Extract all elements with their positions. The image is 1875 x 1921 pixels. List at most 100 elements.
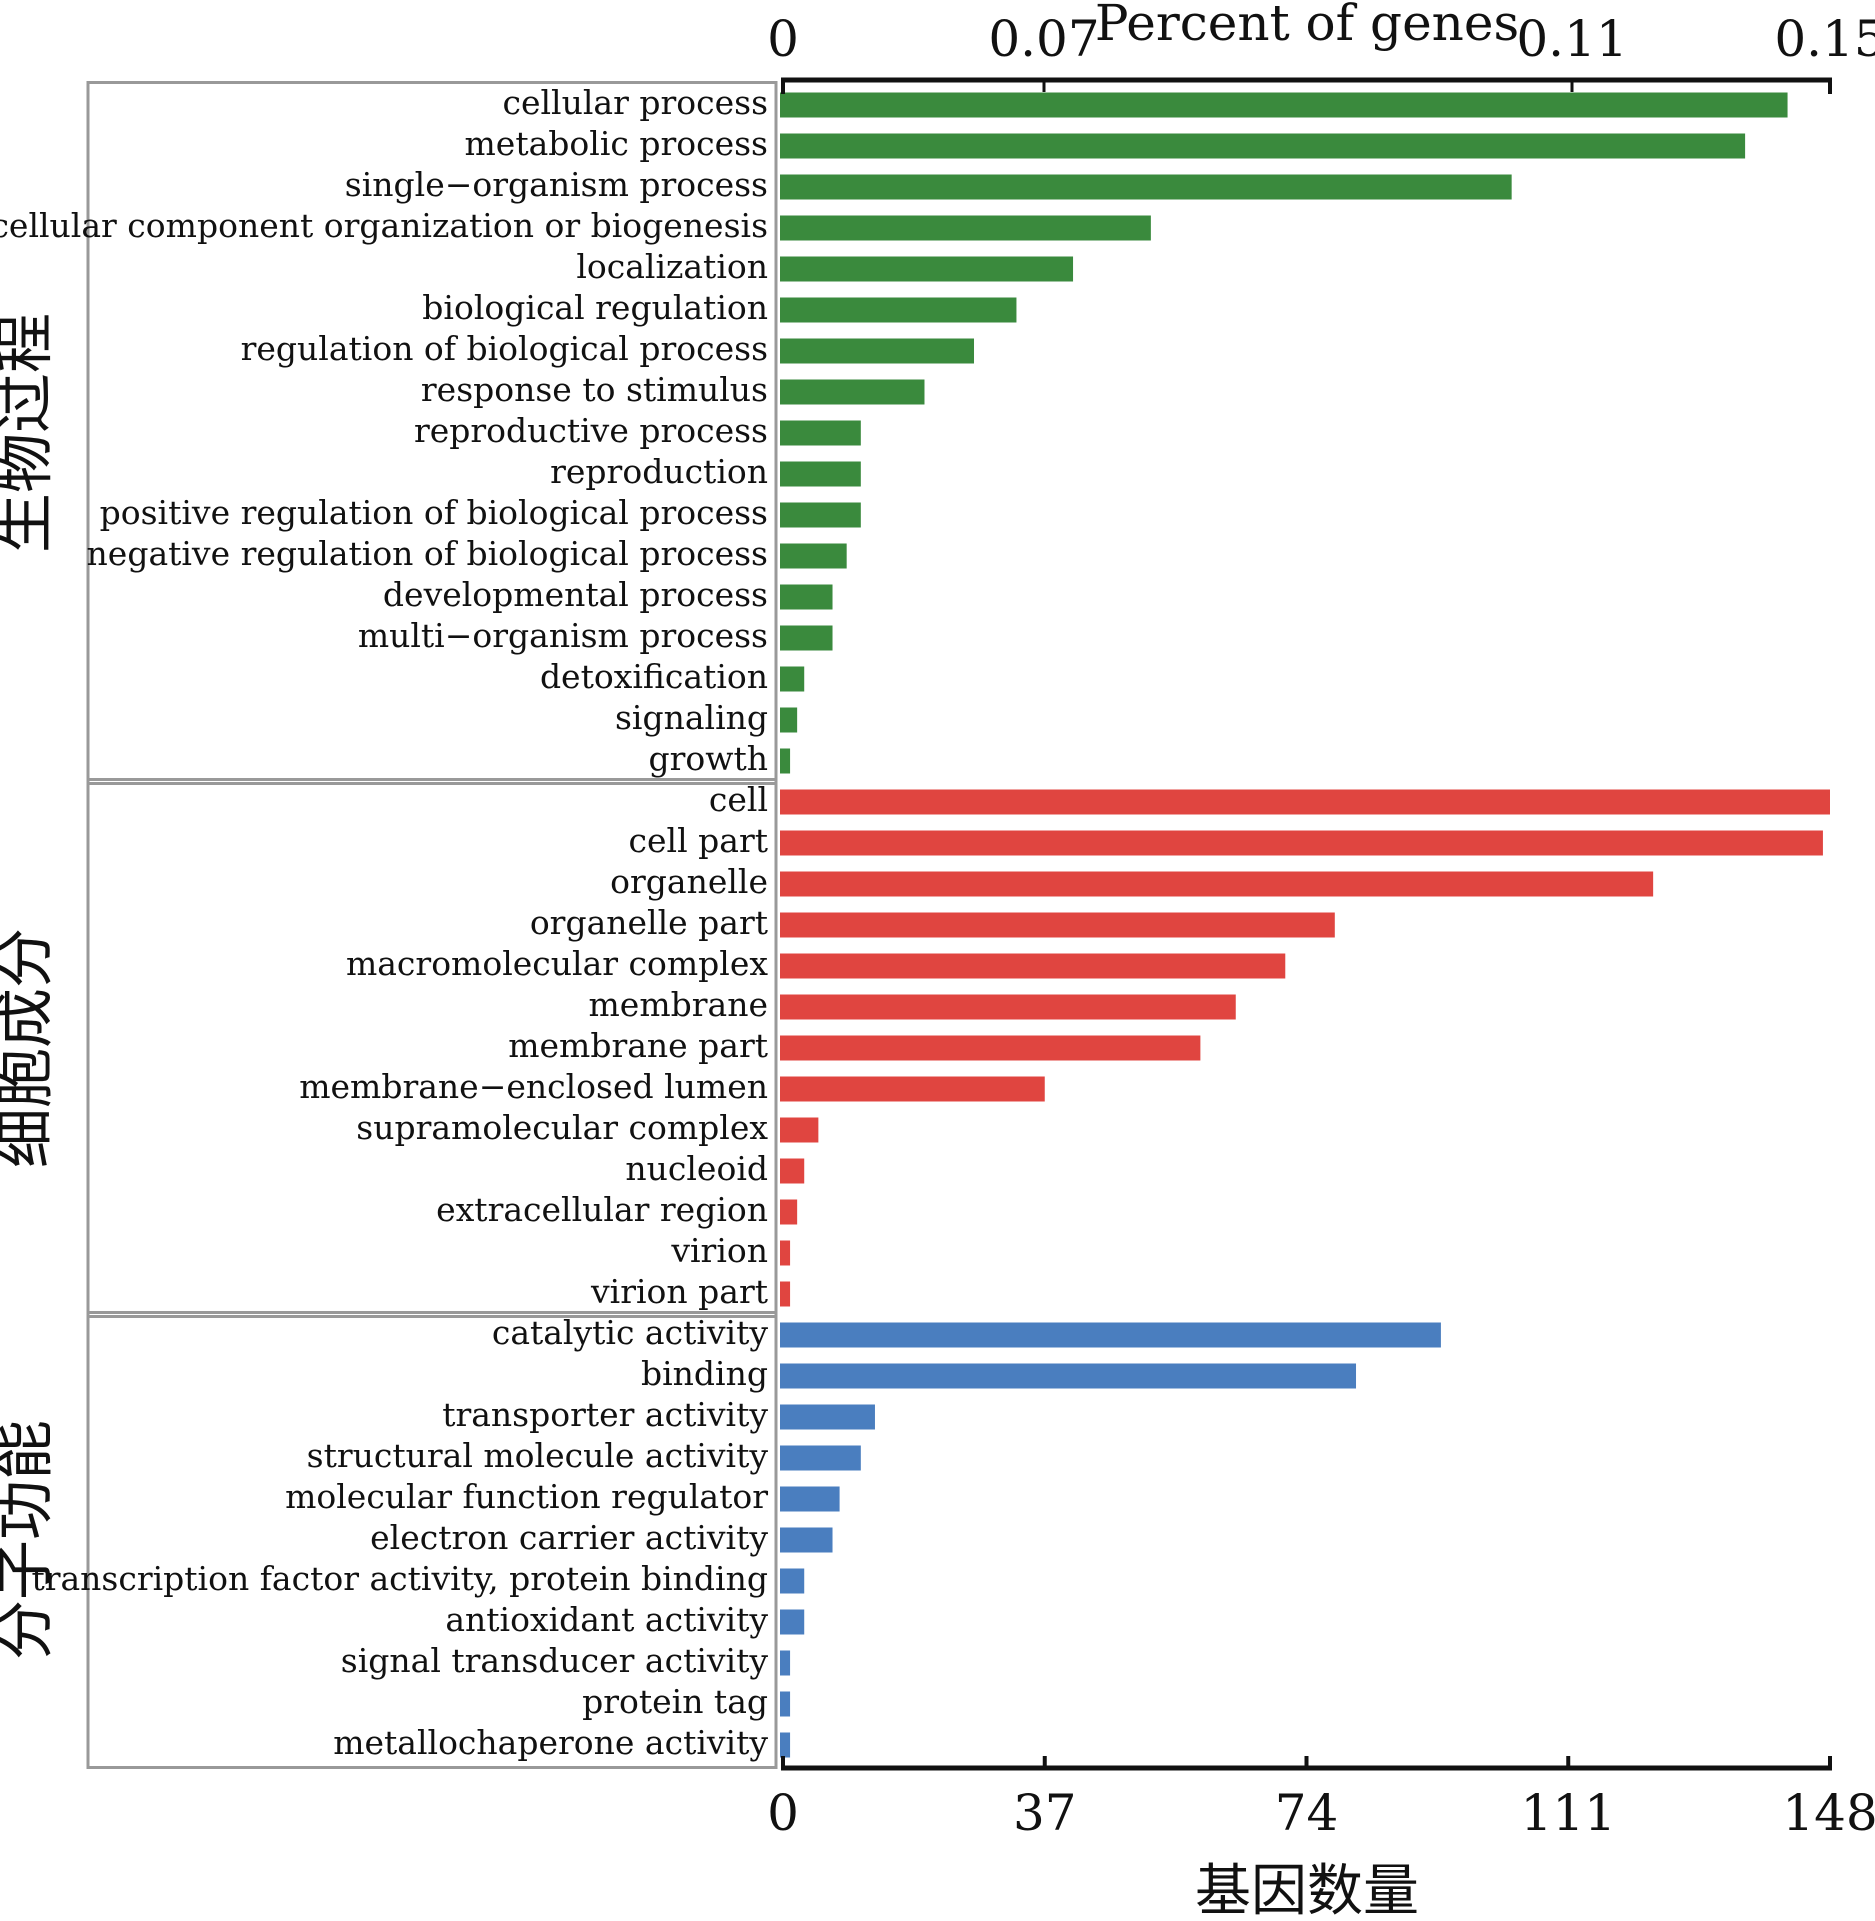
category-label: cellular process [502,83,768,122]
bar [780,502,861,528]
bar [780,1445,861,1471]
axes: 0 0.07 0.11 0.15 0 37 74 111 148 [767,10,1875,1842]
bar [780,584,833,610]
category-label: catalytic activity [492,1313,769,1352]
category-label: reproduction [550,452,768,491]
group-label: 细胞成分 [0,928,61,1168]
bar [780,133,1746,159]
bottom-tick-label: 37 [1013,1784,1077,1842]
category-label: structural molecule activity [307,1436,769,1475]
category-label: negative regulation of biological proces… [87,534,768,573]
group-label: 分子功能 [0,1420,61,1660]
category-label: organelle [610,862,768,901]
category-label: detoxification [540,657,768,696]
bars [780,92,1830,1758]
category-label: nucleoid [625,1149,768,1188]
category-label: developmental process [383,575,768,614]
category-label: cell part [629,821,768,860]
bar [780,215,1151,241]
bar [780,174,1512,200]
category-label: binding [641,1354,768,1393]
bar [780,1609,805,1635]
bar [780,1322,1441,1348]
top-axis-title: Percent of genes [1095,0,1519,52]
bar [780,1404,875,1430]
group-label: 生物过程 [0,313,61,553]
category-label: metallochaperone activity [333,1723,768,1762]
bar [780,912,1335,938]
category-label: localization [576,247,768,286]
category-label: macromolecular complex [346,944,768,983]
category-label: single−organism process [345,165,768,204]
category-label: membrane [589,985,768,1024]
bar [780,461,861,487]
category-label: response to stimulus [421,370,768,409]
category-label: positive regulation of biological proces… [100,493,768,532]
top-tick-label: 0.15 [1774,10,1875,68]
bar [780,1732,791,1758]
category-label: cellular component organization or bioge… [0,206,768,245]
bar [780,1240,791,1266]
bar [780,1158,805,1184]
top-tick-label: 0.07 [988,10,1099,68]
bar [780,666,805,692]
category-label: cell [709,780,768,819]
category-label: metabolic process [465,124,768,163]
group-frame [86,81,778,785]
bar [780,1691,791,1717]
bottom-axis-title: 基因数量 [1195,1859,1419,1921]
category-label: signaling [615,698,768,737]
bottom-tick-label: 148 [1782,1784,1875,1842]
category-label: reproductive process [414,411,768,450]
category-label: membrane part [508,1026,768,1065]
bottom-tick-label: 74 [1275,1784,1339,1842]
top-tick-label: 0.11 [1516,10,1627,68]
bar [780,543,847,569]
bar [780,1199,798,1225]
bar [780,789,1830,815]
bar [780,707,798,733]
category-label: molecular function regulator [285,1477,768,1516]
bar [780,871,1654,897]
bar [780,830,1823,856]
group-frames [86,81,778,1769]
bar [780,748,791,774]
top-tick-label: 0 [767,10,799,68]
category-label: transporter activity [442,1395,768,1434]
bar [780,1035,1201,1061]
category-label: regulation of biological process [241,329,768,368]
category-label: membrane−enclosed lumen [299,1067,768,1106]
bar [780,994,1236,1020]
bottom-tick-label: 0 [767,1784,799,1842]
category-label: growth [648,739,768,778]
group-frame [86,1311,778,1769]
bar [780,1076,1045,1102]
category-label: biological regulation [422,288,768,327]
bar [780,420,861,446]
category-label: organelle part [530,903,768,942]
bar [780,625,833,651]
bottom-tick-label: 111 [1521,1784,1616,1842]
category-label: supramolecular complex [356,1108,768,1147]
category-label: transcription factor activity, protein b… [31,1559,768,1598]
bar [780,1650,791,1676]
category-label: signal transducer activity [341,1641,769,1680]
category-label: multi−organism process [358,616,768,655]
bar [780,1486,840,1512]
bar [780,1117,819,1143]
bar [780,1281,791,1307]
category-label: electron carrier activity [370,1518,768,1557]
category-label: virion part [590,1272,768,1311]
bar [780,338,975,364]
bar [780,1363,1357,1389]
bar [780,1527,833,1553]
bar [780,297,1017,323]
category-label: antioxidant activity [445,1600,768,1639]
group-frame [86,778,778,1318]
category-label: protein tag [582,1682,768,1721]
bar [780,1568,805,1594]
category-label: extracellular region [436,1190,768,1229]
bar [780,953,1286,979]
